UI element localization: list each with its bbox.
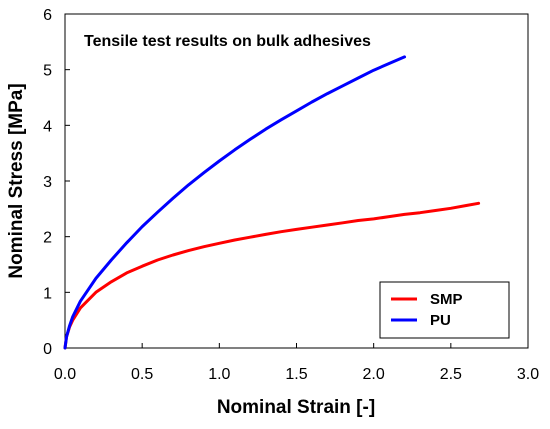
y-tick-label: 2 (43, 230, 52, 247)
y-tick-label: 0 (43, 341, 52, 358)
y-tick-label: 5 (43, 63, 52, 80)
series-layer (63, 55, 481, 350)
x-axis-ticks: 0.0 0.5 1.0 1.5 2.0 2.5 3.0 (54, 343, 539, 383)
chart-title: Tensile test results on bulk adhesives (84, 33, 371, 50)
x-tick-label: 2.5 (440, 366, 462, 383)
x-tick-label: 1.0 (208, 366, 230, 383)
y-axis-ticks: 0 1 2 3 4 5 6 (43, 7, 70, 358)
x-tick-label: 2.0 (363, 366, 385, 383)
legend: SMP PU (379, 281, 510, 339)
legend-box (379, 281, 510, 339)
y-tick-label: 4 (43, 118, 52, 135)
x-tick-label: 0.0 (54, 366, 76, 383)
y-tick-label: 3 (43, 174, 52, 191)
legend-label-pu: PU (430, 312, 451, 329)
y-tick-label: 6 (43, 7, 52, 24)
series-line-smp (63, 201, 481, 350)
x-tick-label: 1.5 (285, 366, 307, 383)
y-tick-label: 1 (43, 285, 52, 302)
legend-label-smp: SMP (430, 291, 463, 308)
x-tick-label: 3.0 (517, 366, 539, 383)
x-tick-label: 0.5 (131, 366, 153, 383)
series-line-pu (63, 55, 406, 350)
x-axis-title: Nominal Strain [-] (217, 397, 375, 418)
y-axis-title: Nominal Stress [MPa] (6, 83, 27, 278)
